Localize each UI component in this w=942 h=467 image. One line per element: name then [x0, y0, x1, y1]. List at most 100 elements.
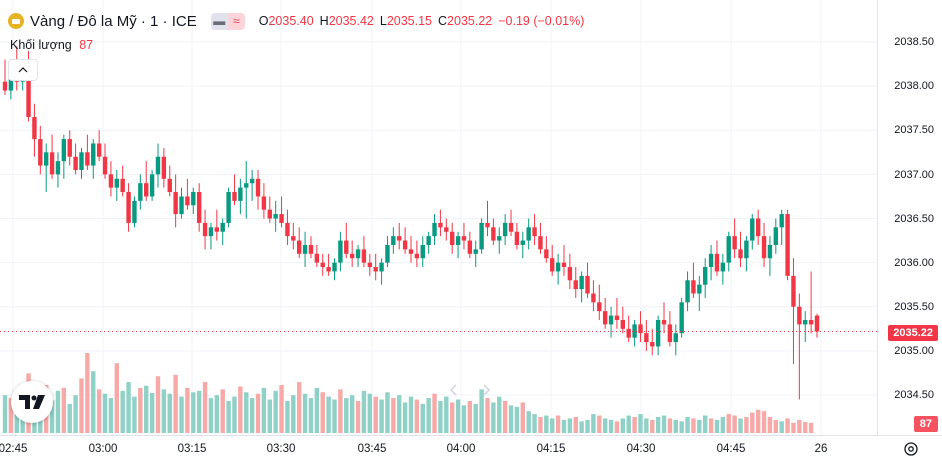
scroll-right-icon[interactable]	[476, 378, 496, 402]
candle	[367, 253, 373, 276]
candle-body	[797, 306, 802, 325]
candle-body	[444, 227, 449, 232]
candle-body	[96, 143, 102, 157]
candle	[43, 143, 49, 193]
volume-bar	[785, 418, 790, 433]
candle-body	[73, 156, 78, 170]
price-tick: 2035.50	[894, 301, 934, 313]
market-closed-icon[interactable]: ▬	[210, 12, 228, 30]
delayed-data-icon[interactable]: ≈	[227, 12, 245, 30]
candle	[144, 161, 149, 201]
price-tick: 2037.00	[894, 169, 934, 181]
candle-body	[673, 333, 678, 343]
candle	[767, 236, 773, 276]
candle-body	[179, 196, 184, 215]
volume-bar	[426, 398, 431, 433]
price-tick: 2038.50	[894, 36, 934, 48]
volume-bar	[573, 417, 578, 433]
candle-body	[667, 324, 673, 343]
candle	[779, 209, 784, 245]
volume-bar	[803, 422, 808, 433]
candle-body	[538, 236, 543, 250]
candle-body	[591, 293, 596, 303]
candle	[161, 147, 167, 188]
candle-body	[585, 275, 590, 294]
candle	[532, 214, 537, 245]
volume-bar	[120, 390, 125, 433]
volume-bar	[167, 393, 172, 433]
candle-body	[773, 227, 779, 245]
time-tick: 03:45	[357, 443, 387, 455]
candle-body	[191, 192, 196, 206]
time-tick: 04:00	[446, 443, 476, 455]
volume-bar	[585, 419, 590, 433]
candle-body	[632, 324, 637, 338]
volume-bar	[744, 417, 749, 433]
close-label: C	[438, 14, 448, 28]
volume-bar	[385, 392, 390, 433]
candle	[638, 311, 643, 343]
candle-body	[344, 240, 349, 254]
scroll-left-icon[interactable]	[444, 378, 464, 402]
candle-body	[320, 262, 325, 268]
candle	[420, 236, 425, 268]
chart-plot[interactable]	[0, 0, 942, 435]
volume-legend[interactable]: Khối lượng 87	[10, 38, 93, 52]
candle-body	[26, 68, 31, 118]
volume-bar	[808, 422, 814, 433]
tradingview-logo[interactable]	[11, 381, 53, 423]
volume-bar	[602, 418, 608, 433]
volume-bar	[49, 400, 55, 433]
volume-bar	[85, 353, 90, 433]
candle-body	[208, 227, 214, 237]
volume-bar	[650, 419, 655, 433]
candle	[297, 227, 302, 259]
volume-bar	[91, 371, 96, 433]
candle	[238, 178, 243, 215]
volume-label: Khối lượng	[10, 38, 72, 52]
volume-bar	[2, 395, 8, 433]
candle-body	[661, 319, 667, 325]
candle-body	[697, 284, 702, 294]
volume-bar	[473, 403, 478, 433]
candle	[803, 311, 808, 343]
volume-bar	[108, 398, 114, 433]
candle	[338, 231, 343, 272]
candle	[232, 174, 237, 206]
candle	[414, 240, 420, 268]
candle	[726, 231, 731, 272]
symbol-title[interactable]: Vàng / Đô la Mỹ · 1 · ICE	[30, 12, 197, 30]
candle	[138, 174, 143, 210]
volume-bar	[161, 389, 167, 433]
candle	[538, 222, 543, 254]
time-axis[interactable]: 02:45 03:00 03:15 03:30 03:45 04:00 04:1…	[0, 435, 942, 467]
candle-body	[461, 236, 467, 241]
candle	[714, 240, 720, 276]
volume-bar	[314, 387, 320, 433]
candle	[73, 143, 78, 175]
volume-bar	[767, 417, 773, 433]
candle	[432, 214, 437, 245]
candle	[302, 231, 308, 268]
candle-body	[38, 139, 43, 166]
volume-bar	[149, 393, 155, 433]
candle-body	[114, 178, 119, 188]
collapse-legend-button[interactable]	[8, 59, 38, 81]
close-value: 2035.22	[447, 14, 493, 28]
price-axis[interactable]: 2038.50 2038.00 2037.50 2037.00 2036.50 …	[877, 0, 942, 435]
candle	[249, 169, 255, 201]
candle-body	[691, 280, 696, 294]
volume-bar	[55, 390, 61, 433]
volume-bar	[155, 376, 161, 433]
candle-body	[567, 267, 573, 281]
volume-bar	[479, 389, 484, 433]
candle	[273, 200, 278, 232]
volume-bar	[132, 396, 137, 433]
candle-body	[391, 236, 396, 245]
candle-body	[261, 196, 267, 210]
volume-bar	[326, 396, 331, 433]
chart-settings-button[interactable]	[902, 440, 920, 458]
time-tick: 03:30	[266, 443, 296, 455]
symbol-legend: Vàng / Đô la Mỹ · 1 · ICE ▬ ≈ O 2035.40 …	[8, 10, 584, 32]
volume-bar	[320, 392, 325, 433]
